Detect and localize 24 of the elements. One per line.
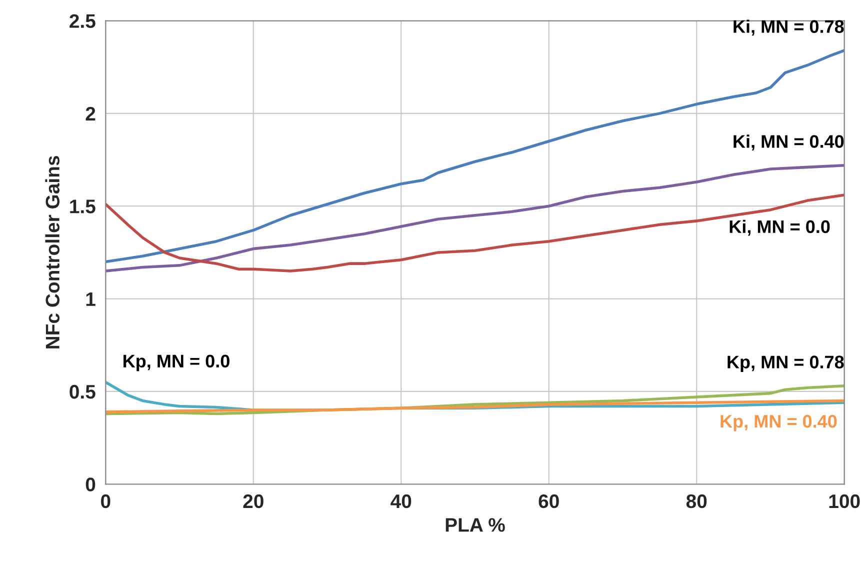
y-tick-label: 2.5 xyxy=(70,14,96,28)
y-tick-label: 1 xyxy=(86,292,96,306)
line-series xyxy=(106,49,844,264)
y-tick-label: 1.5 xyxy=(70,200,96,214)
series-label: Ki, MN = 0.78 xyxy=(734,20,844,36)
line-series xyxy=(106,164,844,272)
x-tick-label: 0 xyxy=(101,494,110,508)
series-label: Ki, MN = 0.0 xyxy=(730,220,830,236)
y-tick-label: 2 xyxy=(86,106,96,120)
x-tick-label: 40 xyxy=(390,494,412,508)
x-tick-label: 20 xyxy=(243,494,264,508)
x-tick-label: 60 xyxy=(538,494,559,508)
x-axis-title: PLA % xyxy=(446,518,505,532)
series-label: Kp, MN = 0.40 xyxy=(720,414,837,432)
line-series xyxy=(106,399,844,414)
y-tick-label: 0 xyxy=(86,478,96,492)
y-axis-title: NFc Controller Gains xyxy=(45,156,60,348)
line-series xyxy=(106,194,844,272)
series-label: Ki, MN = 0.40 xyxy=(734,134,844,150)
series-label: Kp, MN = 0.78 xyxy=(728,356,844,372)
y-tick-label: 0.5 xyxy=(70,384,96,399)
series-label: Kp, MN = 0.0 xyxy=(124,354,230,372)
x-tick-label: 100 xyxy=(829,494,860,508)
x-tick-label: 80 xyxy=(686,494,707,508)
